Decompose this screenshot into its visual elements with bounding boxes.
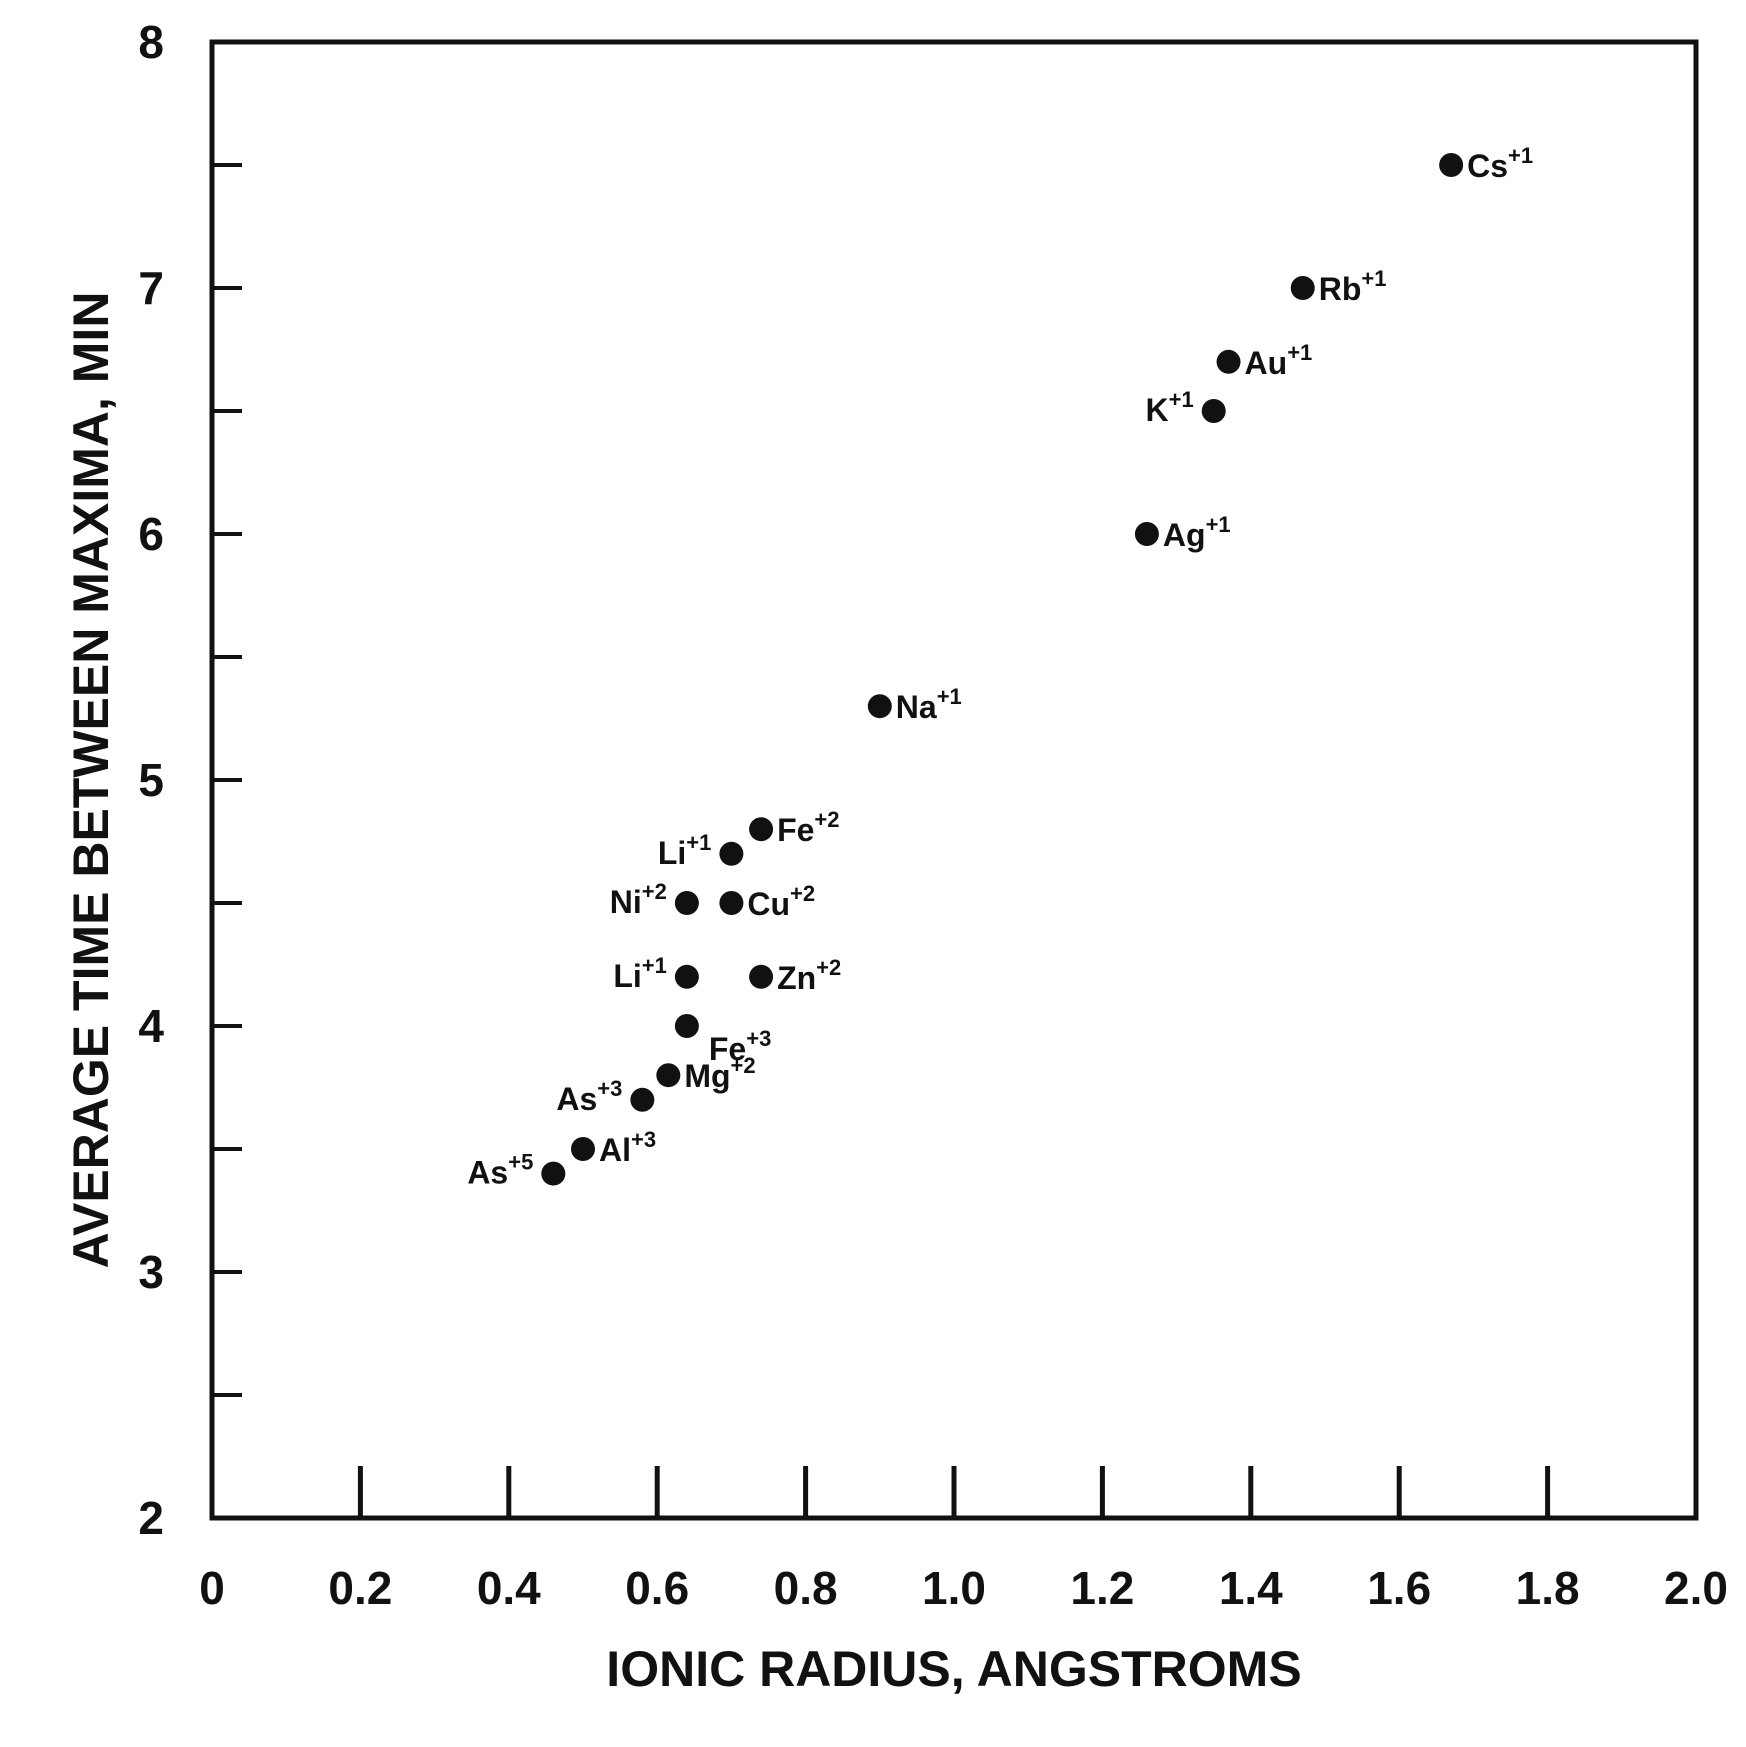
y-axis-label: AVERAGE TIME BETWEEN MAXIMA, MIN (63, 292, 119, 1269)
data-point (541, 1161, 566, 1186)
data-point (674, 964, 699, 989)
y-tick-label: 4 (138, 1000, 164, 1052)
y-tick-label: 2 (138, 1492, 164, 1544)
y-tick-label: 5 (138, 754, 164, 806)
x-tick-label: 1.8 (1516, 1562, 1580, 1614)
data-point-label: Al+3 (599, 1127, 656, 1168)
data-point (719, 891, 744, 915)
y-axis-tick-labels: 2 3 4 5 6 7 8 (138, 16, 164, 1544)
data-point-label: Li+1 (658, 830, 712, 871)
data-point-label: Li+1 (613, 953, 667, 994)
x-axis-label: IONIC RADIUS, ANGSTROMS (606, 1641, 1301, 1697)
data-point-label: Fe+3 (709, 1026, 771, 1067)
data-point (749, 817, 774, 842)
data-point (1216, 349, 1241, 374)
x-tick-label: 0.6 (625, 1562, 689, 1614)
data-point-label: Mg+2 (684, 1053, 755, 1094)
data-point-label: Cu+2 (747, 881, 815, 922)
data-point (630, 1087, 655, 1112)
data-point (656, 1063, 681, 1088)
x-tick-label: 0.4 (477, 1562, 541, 1614)
x-tick-label: 1.2 (1070, 1562, 1134, 1614)
x-axis-tick-labels: 0 0.2 0.4 0.6 0.8 1.0 1.2 1.4 1.6 1.8 2.0 (199, 1562, 1728, 1614)
y-tick-label: 8 (138, 16, 164, 68)
data-point (1201, 399, 1226, 423)
data-point-label: As+3 (556, 1076, 622, 1117)
data-point-label: Ag+1 (1163, 512, 1231, 553)
data-point (1439, 153, 1464, 177)
x-tick-label: 1.6 (1367, 1562, 1431, 1614)
data-point (749, 964, 774, 989)
data-point (719, 841, 744, 866)
data-point-label: As+5 (467, 1150, 533, 1191)
y-tick-label: 3 (138, 1246, 164, 1298)
data-points (541, 153, 1464, 1186)
x-tick-label: 0 (199, 1562, 225, 1614)
data-point-label: Ni+2 (610, 879, 667, 920)
x-axis-ticks (357, 1466, 1551, 1518)
data-point (674, 891, 699, 915)
data-point (571, 1137, 595, 1161)
data-point (1134, 522, 1159, 546)
data-point-label: K+1 (1145, 387, 1193, 428)
data-point (867, 694, 892, 719)
data-point (674, 1014, 699, 1038)
data-point-label: Zn+2 (777, 955, 841, 996)
data-point-labels: As+5 Al+3 As+3 Mg+2Fe+3 Li+1 Zn+2 Ni+2 Cu+2 Li+1… (467, 143, 1533, 1191)
x-tick-label: 1.4 (1219, 1562, 1283, 1614)
data-point-label: Cs+1 (1467, 143, 1533, 184)
y-tick-label: 7 (138, 262, 164, 314)
x-tick-label: 2.0 (1664, 1562, 1728, 1614)
data-point-label: Fe+2 (777, 807, 839, 848)
y-tick-label: 6 (138, 508, 164, 560)
data-point-label: Na+1 (896, 684, 962, 725)
data-point (1290, 276, 1315, 300)
x-tick-label: 0.8 (774, 1562, 838, 1614)
data-point-label: Au+1 (1245, 340, 1313, 381)
y-axis-ticks (212, 163, 242, 1397)
x-tick-label: 0.2 (328, 1562, 392, 1614)
plot-frame (209, 39, 1699, 1521)
x-tick-label: 1.0 (922, 1562, 986, 1614)
data-point-label: Rb+1 (1319, 266, 1387, 307)
